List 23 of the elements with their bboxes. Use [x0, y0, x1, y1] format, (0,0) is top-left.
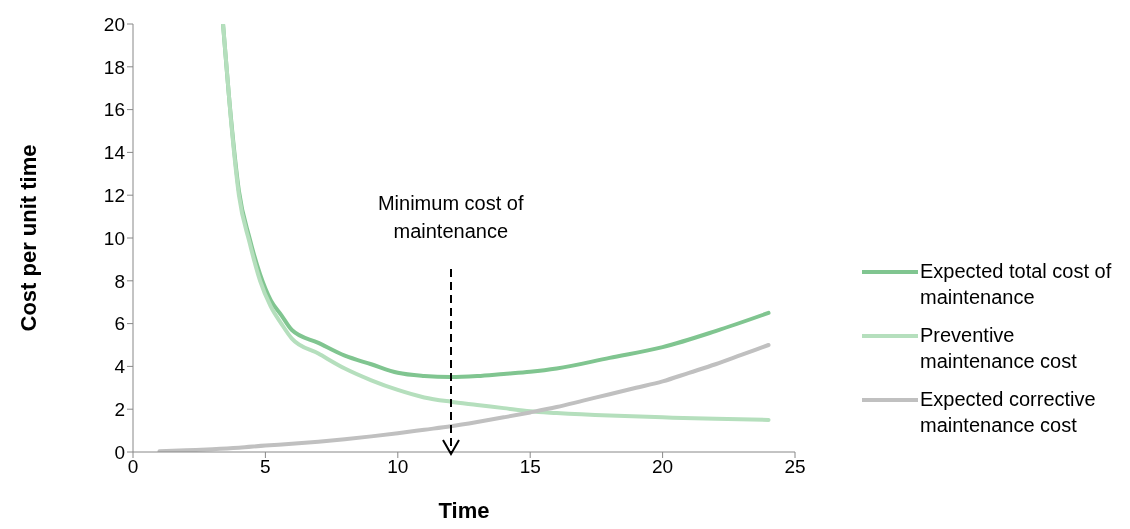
y-tick-label: 12 [103, 184, 125, 206]
y-tick-label: 20 [103, 13, 125, 35]
x-tick-label: 25 [784, 456, 806, 478]
x-tick-label: 20 [652, 456, 674, 478]
x-tick-label: 5 [260, 456, 271, 478]
y-tick-label: 6 [114, 313, 125, 335]
x-tick-label: 10 [387, 456, 409, 478]
y-tick-label: 2 [114, 398, 125, 420]
y-tick-label: 10 [103, 227, 125, 249]
x-axis-title: Time [438, 498, 490, 523]
y-tick-label: 16 [103, 99, 125, 121]
y-tick-label: 8 [114, 270, 125, 292]
legend-label: Expected corrective maintenance cost [920, 387, 1097, 438]
x-tick-label: 15 [519, 456, 541, 478]
legend-label: Preventive maintenance cost [920, 323, 1078, 374]
y-tick-label: 18 [103, 56, 125, 78]
line-series [157, 343, 771, 452]
y-tick-label: 14 [103, 142, 126, 164]
legend-label: Expected total cost of maintenance [920, 259, 1113, 310]
y-axis-title: Cost per unit time [15, 144, 41, 332]
y-tick-label: 4 [114, 356, 126, 378]
annotation: Minimum cost of maintenance [376, 191, 525, 245]
y-tick-label: 0 [114, 441, 125, 463]
